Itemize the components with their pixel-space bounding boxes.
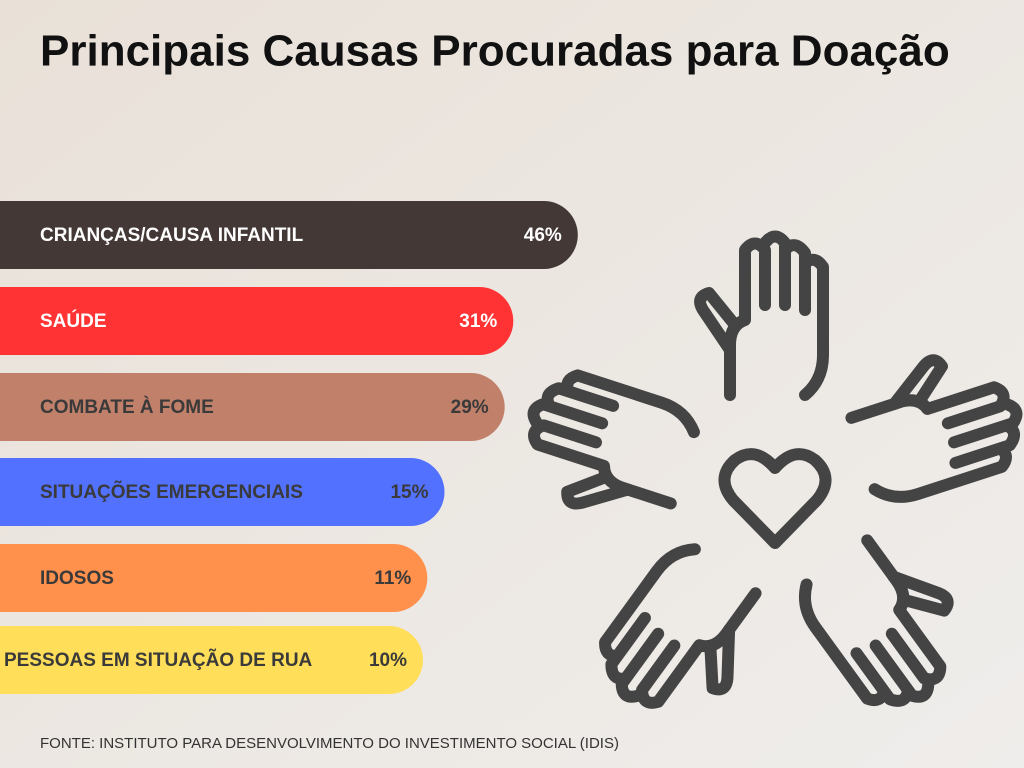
value-label: 29% (451, 397, 489, 418)
bar (0, 458, 445, 526)
heart-icon (718, 448, 832, 549)
value-label: 10% (369, 650, 407, 671)
bar (0, 544, 428, 612)
bar (0, 201, 578, 269)
category-label: IDOSOS (40, 568, 114, 589)
value-label: 31% (459, 311, 497, 332)
category-label: PESSOAS EM SITUAÇÃO DE RUA (4, 649, 313, 671)
category-label: SAÚDE (40, 310, 107, 332)
value-label: 15% (390, 482, 428, 503)
source: FONTE: INSTITUTO PARA DESENVOLVIMENTO DO… (40, 735, 619, 752)
bar (0, 287, 514, 355)
hands-icon (511, 237, 1024, 740)
category-label: CRIANÇAS/CAUSA INFANTIL (40, 225, 304, 246)
category-label: SITUAÇÕES EMERGENCIAIS (40, 481, 303, 503)
chart-title: Principais Causas Procuradas para Doação (40, 27, 950, 76)
value-label: 11% (374, 568, 411, 589)
value-label: 46% (524, 225, 562, 246)
bar (0, 373, 505, 441)
category-label: COMBATE À FOME (40, 396, 214, 418)
bar (0, 626, 423, 694)
